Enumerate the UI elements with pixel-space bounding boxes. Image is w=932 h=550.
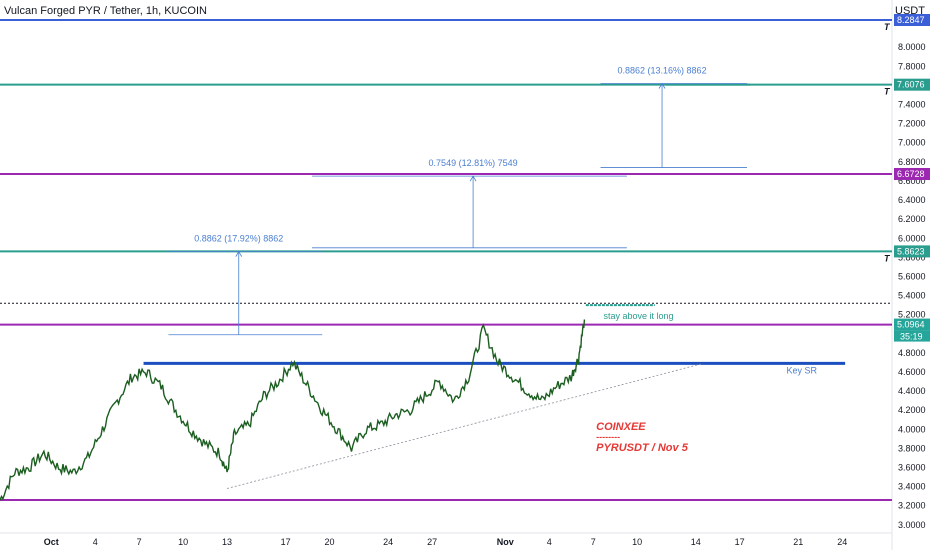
measure-arrow-head: [469, 175, 477, 182]
y-tick-label: 4.6000: [898, 367, 926, 377]
measure-arrow-head: [235, 250, 243, 257]
y-tick-label: 4.0000: [898, 424, 926, 434]
y-tick-label: 7.4000: [898, 100, 926, 110]
price-tag: [894, 245, 930, 258]
t-marker: T: [884, 87, 891, 97]
x-tick-label: Oct: [44, 537, 59, 547]
y-tick-label: 7.8000: [898, 61, 926, 71]
price-tag: [894, 318, 930, 331]
measure-arrow-head: [658, 82, 666, 89]
y-tick-label: 8.0000: [898, 42, 926, 52]
y-tick-label: 3.4000: [898, 482, 926, 492]
x-tick-label: 21: [793, 537, 803, 547]
x-tick-label: 24: [383, 537, 393, 547]
price-tag: [894, 167, 930, 180]
measure-label: 0.8862 (17.92%) 8862: [194, 234, 283, 244]
y-tick-label: 5.2000: [898, 310, 926, 320]
t-marker: T: [884, 22, 891, 32]
x-tick-label: 17: [735, 537, 745, 547]
x-tick-label: 24: [837, 537, 847, 547]
y-tick-label: 3.6000: [898, 463, 926, 473]
y-tick-label: 6.6000: [898, 176, 926, 186]
x-tick-label: Nov: [497, 537, 514, 547]
y-tick-label: 6.2000: [898, 214, 926, 224]
x-tick-label: 17: [281, 537, 291, 547]
x-tick-label: 7: [591, 537, 596, 547]
price-tag-label: 6.6728: [897, 169, 925, 179]
x-tick-label: 14: [691, 537, 701, 547]
x-tick-label: 20: [325, 537, 335, 547]
price-series-line[interactable]: [0, 319, 586, 501]
chart-title: Vulcan Forged PYR / Tether, 1h, KUCOIN: [4, 5, 207, 17]
measure-label: 0.7549 (12.81%) 7549: [429, 158, 518, 168]
t-marker: T: [884, 253, 891, 263]
y-tick-label: 3.2000: [898, 501, 926, 511]
pair-date-label: PYRUSDT / Nov 5: [596, 442, 689, 454]
x-tick-label: 4: [547, 537, 552, 547]
stay-above-label: stay above it long: [603, 311, 673, 321]
y-tick-label: 3.8000: [898, 443, 926, 453]
y-tick-label: 6.8000: [898, 157, 926, 167]
brand-label: COINXEE: [596, 421, 646, 433]
price-tag-label: 8.2847: [897, 15, 925, 25]
key-sr-label: Key SR: [787, 365, 818, 375]
y-tick-label: 6.0000: [898, 233, 926, 243]
price-tag-label: 5.8623: [897, 246, 925, 256]
x-tick-label: 7: [137, 537, 142, 547]
x-tick-label: 4: [93, 537, 98, 547]
measure-label: 0.8862 (13.16%) 8862: [618, 65, 707, 75]
x-tick-label: 10: [632, 537, 642, 547]
x-tick-label: 27: [427, 537, 437, 547]
price-tag-label: 7.6076: [897, 80, 925, 90]
y-tick-label: 4.4000: [898, 386, 926, 396]
y-tick-label: 7.2000: [898, 119, 926, 129]
x-tick-label: 13: [222, 537, 232, 547]
countdown-label: 35:19: [900, 332, 923, 342]
price-tag: [894, 78, 930, 91]
y-tick-label: 6.4000: [898, 195, 926, 205]
y-tick-label: 7.0000: [898, 138, 926, 148]
brand-dashes: --------: [596, 432, 620, 442]
y-tick-label: 5.6000: [898, 271, 926, 281]
y-tick-label: 5.4000: [898, 291, 926, 301]
price-tag: [894, 14, 930, 26]
y-tick-label: 4.8000: [898, 348, 926, 358]
countdown-tag: [894, 330, 930, 342]
y-tick-label: 3.0000: [898, 520, 926, 530]
x-tick-label: 10: [178, 537, 188, 547]
y-tick-label: 4.2000: [898, 405, 926, 415]
price-tag-label: 5.0964: [897, 320, 925, 330]
